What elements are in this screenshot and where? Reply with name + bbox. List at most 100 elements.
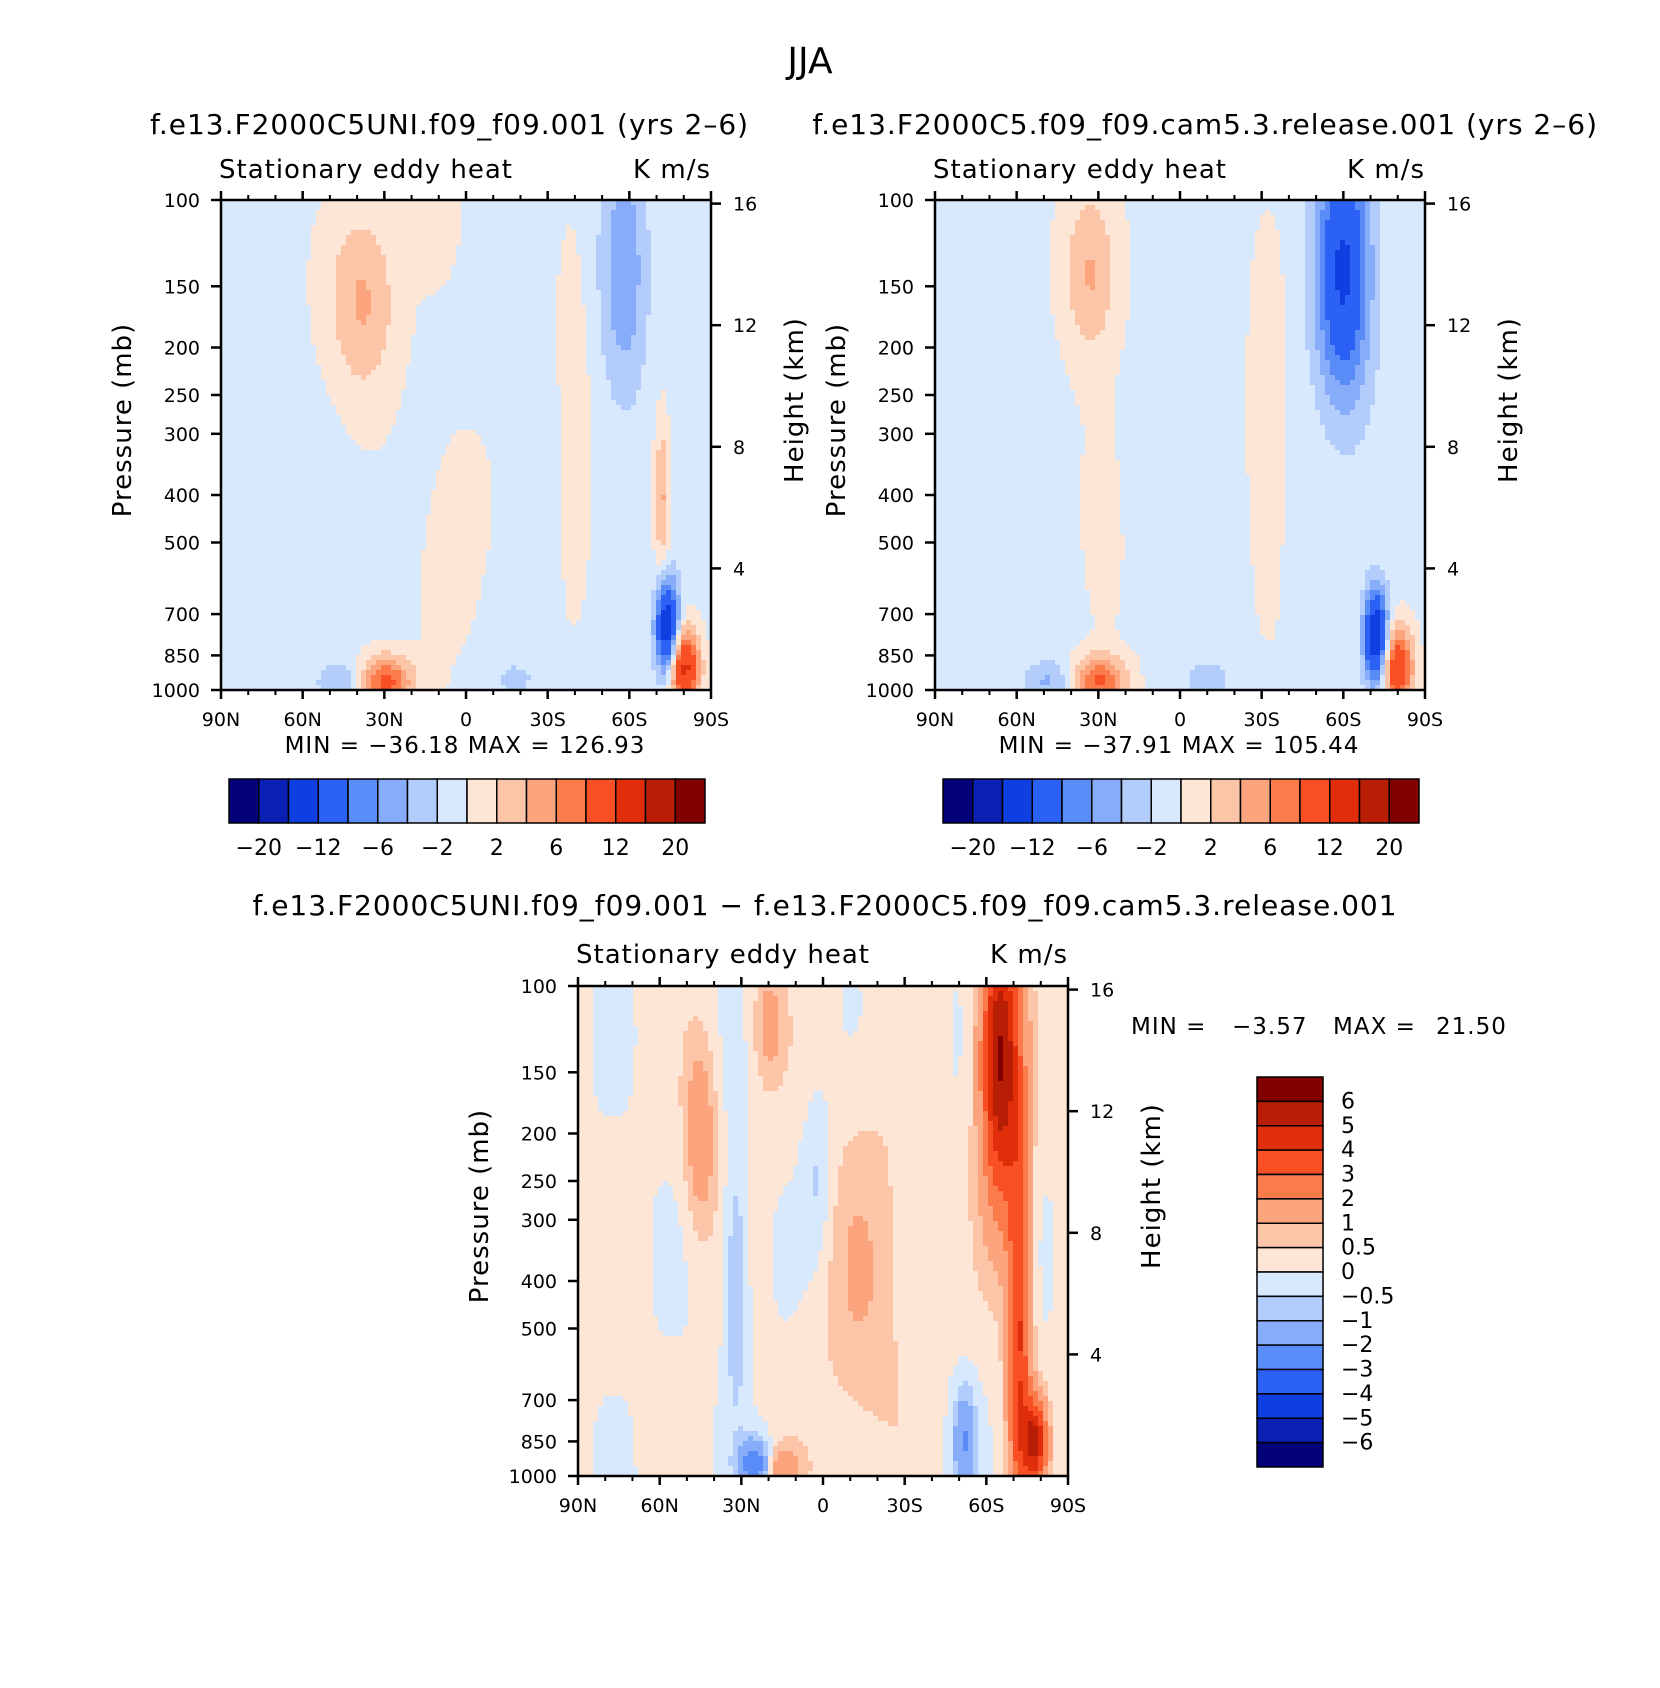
contour-cell: [281, 275, 287, 281]
contour-cell: [241, 495, 247, 501]
contour-cell: [276, 680, 282, 686]
contour-cell: [241, 545, 247, 551]
contour-cell: [251, 550, 257, 556]
contour-cell: [296, 410, 302, 416]
contour-cell: [266, 670, 272, 676]
contour-cell: [301, 560, 307, 566]
contour-cell: [226, 365, 232, 371]
contour-cell: [291, 345, 297, 351]
contour-cell: [231, 285, 237, 291]
contour-cell: [266, 385, 272, 391]
contour-cell: [296, 355, 302, 361]
contour-cell: [231, 635, 237, 641]
contour-cell: [281, 485, 287, 491]
contour-cell: [256, 435, 262, 441]
contour-cell: [271, 325, 277, 331]
contour-cell: [261, 680, 267, 686]
contour-cell: [301, 540, 307, 546]
contour-cell: [271, 400, 277, 406]
contour-cell: [271, 475, 277, 481]
contour-cell: [291, 620, 297, 626]
contour-cell: [266, 620, 272, 626]
contour-cell: [236, 620, 242, 626]
contour-cell: [241, 460, 247, 466]
contour-cell: [246, 600, 252, 606]
contour-cell: [241, 345, 247, 351]
contour-cell: [306, 205, 312, 211]
contour-cell: [256, 285, 262, 291]
contour-cell: [251, 480, 257, 486]
contour-cell: [241, 665, 247, 671]
contour-cell: [236, 665, 242, 671]
contour-cell: [296, 585, 302, 591]
contour-cell: [231, 580, 237, 586]
contour-cell: [296, 325, 302, 331]
contour-cell: [271, 450, 277, 456]
contour-cell: [271, 265, 277, 271]
contour-cell: [241, 260, 247, 266]
contour-cell: [231, 530, 237, 536]
contour-cell: [246, 385, 252, 391]
contour-cell: [251, 615, 257, 621]
contour-cell: [286, 565, 292, 571]
contour-cell: [241, 340, 247, 346]
contour-cell: [226, 205, 232, 211]
contour-cell: [271, 670, 277, 676]
contour-cell: [261, 435, 267, 441]
contour-cell: [256, 650, 262, 656]
contour-cell: [261, 240, 267, 246]
contour-cell: [271, 370, 277, 376]
contour-cell: [286, 280, 292, 286]
contour-cell: [261, 485, 267, 491]
contour-cell: [296, 235, 302, 241]
contour-cell: [281, 665, 287, 671]
contour-cell: [251, 570, 257, 576]
contour-cell: [241, 490, 247, 496]
contour-cell: [271, 270, 277, 276]
contour-cell: [246, 610, 252, 616]
contour-cell: [251, 495, 257, 501]
contour-cell: [286, 410, 292, 416]
contour-cell: [251, 380, 257, 386]
contour-cell: [286, 335, 292, 341]
contour-cell: [261, 530, 267, 536]
contour-cell: [231, 420, 237, 426]
contour-cell: [301, 590, 307, 596]
contour-cell: [261, 245, 267, 251]
contour-cell: [281, 560, 287, 566]
contour-cell: [291, 530, 297, 536]
contour-cell: [276, 450, 282, 456]
contour-cell: [261, 440, 267, 446]
contour-cell: [241, 505, 247, 511]
contour-cell: [231, 570, 237, 576]
contour-cell: [251, 575, 257, 581]
contour-cell: [251, 555, 257, 561]
contour-cell: [251, 445, 257, 451]
contour-cell: [236, 310, 242, 316]
contour-cell: [296, 575, 302, 581]
contour-cell: [286, 600, 292, 606]
contour-cell: [271, 560, 277, 566]
contour-cell: [281, 280, 287, 286]
contour-cell: [296, 245, 302, 251]
contour-cell: [241, 655, 247, 661]
contour-cell: [266, 415, 272, 421]
contour-cell: [271, 430, 277, 436]
contour-cell: [236, 360, 242, 366]
contour-cell: [246, 205, 252, 211]
contour-cell: [231, 270, 237, 276]
contour-cell: [301, 570, 307, 576]
contour-cell: [236, 330, 242, 336]
contour-cell: [246, 630, 252, 636]
contour-cell: [276, 560, 282, 566]
contour-cell: [226, 675, 232, 681]
contour-cell: [246, 495, 252, 501]
contour-cell: [226, 585, 232, 591]
contour-cell: [236, 210, 242, 216]
contour-cell: [251, 340, 257, 346]
contour-cell: [296, 275, 302, 281]
contour-cell: [281, 205, 287, 211]
contour-cell: [236, 355, 242, 361]
contour-cell: [276, 420, 282, 426]
contour-cell: [276, 345, 282, 351]
